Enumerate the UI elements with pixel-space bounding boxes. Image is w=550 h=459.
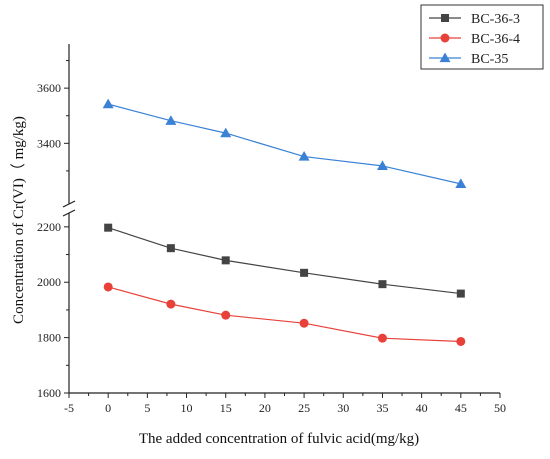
legend-item: BC-35 [429, 52, 508, 67]
y-tick-label: 2200 [37, 220, 61, 234]
y-tick-label: 1600 [37, 386, 61, 400]
legend: BC-36-3 BC-36-4 BC-35 [420, 4, 544, 70]
x-tick-label: 30 [337, 401, 349, 415]
data-point [102, 98, 114, 109]
axis-break-mark [62, 200, 76, 208]
series-BC-36-4 [103, 282, 466, 346]
series-line [108, 103, 461, 185]
data-point [221, 310, 231, 320]
data-point [298, 151, 310, 161]
x-tick-label: 15 [220, 401, 232, 415]
x-tick-label: 35 [376, 401, 388, 415]
data-point [455, 178, 467, 188]
data-point [299, 318, 309, 328]
x-tick-label: -5 [64, 401, 74, 415]
legend-label: BC-36-4 [471, 32, 520, 47]
legend-marker [440, 33, 450, 43]
x-tick-label: 45 [455, 401, 467, 415]
legend-label: BC-36-3 [471, 12, 520, 27]
y-tick-label: 1800 [37, 331, 61, 345]
x-tick-label: 50 [494, 401, 506, 415]
x-tick-label: 0 [105, 401, 111, 415]
legend-marker [441, 14, 449, 22]
series-line [108, 286, 461, 343]
axes: -5 0 5 10 15 20 25 30 35 40 45 50 1600 1800 2000 2200 34… [37, 44, 506, 415]
data-point [456, 336, 466, 346]
y-tick-label: 3600 [37, 81, 61, 95]
data-point [300, 268, 309, 277]
series-line [107, 227, 461, 295]
x-tick-label: 25 [298, 401, 310, 415]
x-tick-label: 40 [416, 401, 428, 415]
y-tick-label: 2000 [37, 275, 61, 289]
x-axis-title: The added concentration of fulvic acid(m… [139, 431, 419, 447]
y-tick-label: 3400 [37, 136, 61, 150]
y-axis-title: Concentration of Cr(VI)（ mg/kg) [10, 116, 27, 324]
legend-label: BC-35 [471, 52, 508, 67]
data-point [378, 280, 387, 289]
data-point [166, 244, 175, 253]
x-tick-label: 5 [144, 401, 150, 415]
legend-item: BC-36-4 [429, 32, 520, 47]
x-tick-label: 10 [181, 401, 193, 415]
series-layer [102, 98, 467, 346]
data-point [221, 256, 230, 265]
data-point [103, 282, 113, 292]
legend-marker [439, 52, 451, 63]
data-point [104, 223, 113, 232]
x-tick-label: 20 [259, 401, 271, 415]
data-point [377, 333, 387, 343]
data-point [165, 115, 177, 125]
data-point [456, 289, 465, 298]
axis-break-mark [62, 209, 76, 217]
legend-item: BC-36-3 [429, 12, 520, 27]
data-point [166, 299, 176, 309]
series-BC-35 [102, 98, 467, 188]
series-BC-36-3 [104, 223, 465, 298]
data-point [376, 160, 388, 171]
data-point [220, 127, 232, 138]
